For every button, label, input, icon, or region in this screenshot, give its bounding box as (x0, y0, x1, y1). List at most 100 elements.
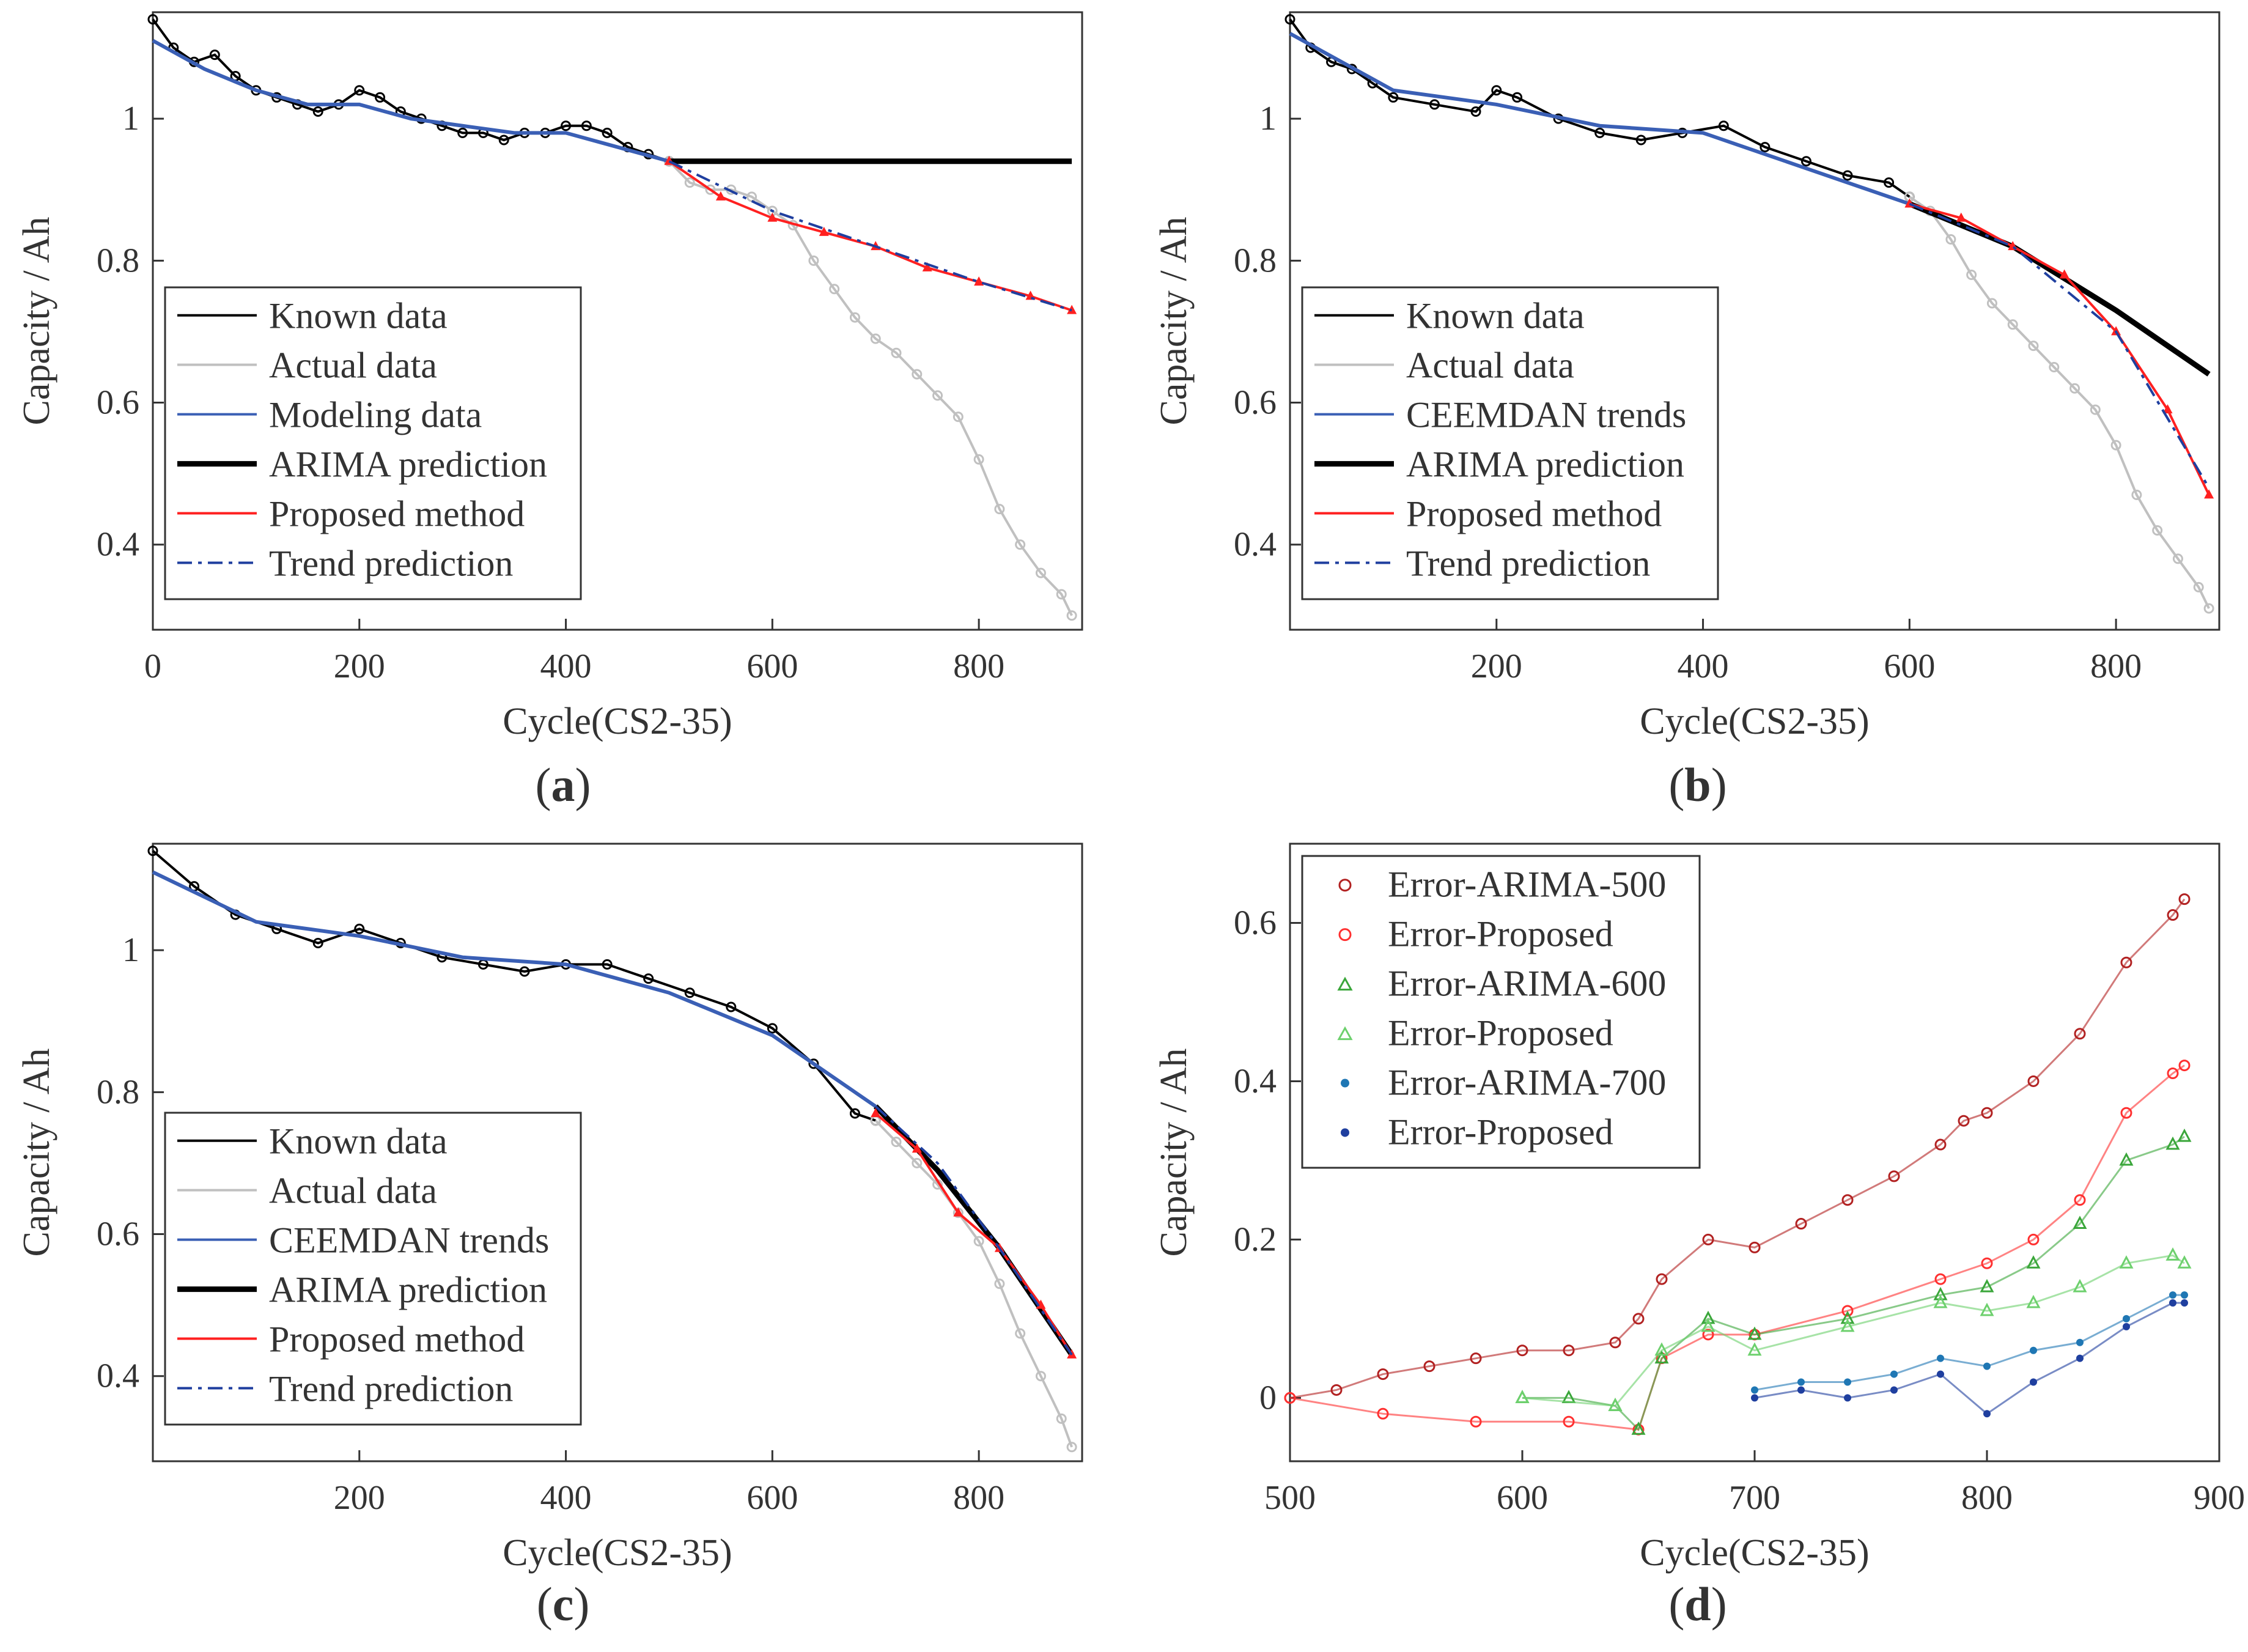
y-tick-label: 1 (122, 931, 139, 969)
y-tick-label: 1 (1259, 100, 1277, 138)
data-point (147, 846, 158, 857)
data-point (2162, 404, 2173, 414)
series-line (1289, 32, 1911, 206)
data-point (1760, 142, 1771, 153)
legend: Known data Actual data CEEMDAN trends ARIMA… (164, 1112, 582, 1426)
data-point (1981, 1107, 1993, 1119)
data-point (354, 923, 365, 934)
y-tick-label: 0.8 (1234, 242, 1277, 279)
data-point (2028, 341, 2039, 352)
legend-item: Error-ARIMA-600 (1337, 964, 1666, 1004)
data-point (870, 333, 881, 344)
x-axis-label: Cycle(CS2-35) (503, 701, 732, 742)
data-point (2165, 1247, 2180, 1261)
x-tick-label: 200 (334, 647, 385, 685)
y-tick-label: 0 (1259, 1379, 1277, 1417)
data-point (354, 85, 365, 96)
data-point (2090, 404, 2101, 415)
data-point (602, 127, 613, 138)
data-point (2119, 1152, 2134, 1166)
data-point (1035, 1371, 1046, 1382)
legend-item: Trend prediction (1314, 543, 1650, 583)
data-point (1066, 1442, 1077, 1453)
data-point (2030, 1378, 2037, 1386)
legend-label: Error-ARIMA-700 (1388, 1063, 1666, 1103)
y-tick-label: 0.4 (1234, 526, 1277, 564)
legend-box (164, 286, 582, 600)
data-point (2167, 909, 2179, 921)
data-point (994, 1278, 1005, 1289)
data-point (1056, 1413, 1067, 1424)
data-point (2178, 1060, 2191, 1072)
data-point (871, 1108, 881, 1118)
y-tick-label: 0.6 (97, 384, 139, 422)
data-point (2069, 383, 2080, 394)
data-point (1429, 99, 1440, 110)
x-tick-label: 800 (1961, 1479, 2013, 1517)
data-point (1656, 1273, 1668, 1285)
legend-item: Actual data (177, 1171, 437, 1211)
legend-label: Error-ARIMA-500 (1388, 865, 1666, 905)
data-point (1654, 1350, 1669, 1364)
data-point (2073, 1215, 2087, 1230)
data-point (2181, 1291, 2188, 1299)
data-point (1702, 1233, 1714, 1245)
series-proposed-method (1904, 198, 2214, 499)
data-point (932, 390, 943, 401)
data-point (1284, 1392, 1296, 1404)
y-tick-label: 0.4 (97, 1357, 139, 1395)
legend-box (1301, 286, 1719, 600)
legend-item: Error-ARIMA-700 (1341, 1063, 1666, 1103)
data-point (1844, 1378, 1851, 1386)
y-axis-label: Capacity / Ah (1153, 1049, 1195, 1257)
data-point (849, 312, 860, 323)
series-error-proposed (1515, 1247, 2192, 1411)
x-tick-label: 500 (1264, 1479, 1316, 1517)
x-tick-label: 800 (2090, 647, 2142, 685)
data-point (2074, 1194, 2086, 1206)
data-point (457, 127, 468, 138)
x-tick-label: 400 (540, 1479, 592, 1517)
data-point (953, 1207, 964, 1217)
data-point (1563, 1344, 1575, 1357)
data-point (1890, 1370, 1898, 1378)
data-point (1609, 1337, 1621, 1349)
data-point (912, 369, 923, 380)
legend-item: ARIMA prediction (177, 1270, 547, 1310)
data-point (2007, 319, 2018, 330)
legend-label: ARIMA prediction (269, 1270, 547, 1310)
data-point (1066, 610, 1077, 621)
data-point (1840, 1318, 1855, 1332)
legend-label: Known data (269, 1121, 448, 1162)
data-point (2027, 1075, 2040, 1087)
data-point (1608, 1398, 1623, 1411)
data-point (1036, 1299, 1046, 1309)
data-point (705, 184, 716, 195)
data-point (912, 1157, 923, 1168)
data-point (2131, 489, 2142, 500)
panel-a: 0 200 400 600 800 0.4 0.6 0.8 1 Cycle(CS2-35) Capa… (16, 11, 1083, 742)
data-point (1980, 1302, 1994, 1316)
data-point (1632, 1313, 1645, 1325)
data-point (715, 191, 726, 201)
series-line (152, 850, 876, 1122)
legend-item: Known data (177, 1121, 448, 1162)
legend-label: Trend prediction (269, 1368, 513, 1409)
data-point (684, 177, 695, 188)
data-point (1654, 1342, 1669, 1356)
data-point (891, 347, 902, 358)
data-point (953, 411, 964, 422)
series-modeling-data (152, 39, 670, 163)
data-point (1983, 1362, 1991, 1370)
data-point (2204, 489, 2214, 499)
series-error-proposed (1751, 1299, 2188, 1418)
y-tick-label: 0.2 (1234, 1220, 1277, 1258)
data-point (2167, 1068, 2179, 1080)
legend-item: ARIMA prediction (177, 444, 547, 485)
series-line (152, 870, 877, 1108)
data-point (1841, 1305, 1854, 1317)
data-point (1035, 567, 1046, 578)
data-point (2120, 956, 2132, 968)
data-point (726, 1001, 737, 1012)
